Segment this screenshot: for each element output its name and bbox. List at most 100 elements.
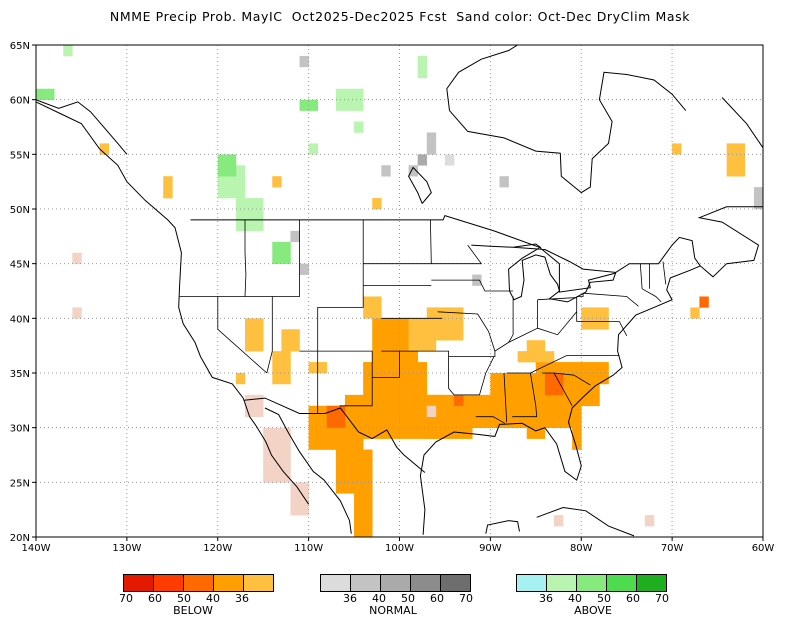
- prob-cell: [454, 416, 464, 428]
- prob-cell: [526, 383, 537, 396]
- state-border: [530, 355, 620, 374]
- prob-cell: [381, 394, 391, 407]
- prob-cell: [508, 416, 518, 428]
- prob-cell: [390, 329, 400, 341]
- lat-tick-label: 60N: [10, 96, 30, 107]
- prob-cell: [572, 394, 582, 407]
- prob-cell: [363, 515, 373, 527]
- prob-cell: [454, 329, 464, 341]
- prob-cell: [290, 504, 300, 516]
- prob-cell: [499, 383, 509, 396]
- state-border: [475, 416, 506, 424]
- prob-cell: [363, 449, 373, 461]
- prob-cell: [263, 460, 273, 472]
- prob-cell: [63, 45, 73, 57]
- coastline: [449, 71, 687, 194]
- prob-cell: [599, 362, 609, 374]
- prob-cell: [281, 460, 291, 472]
- prob-cell: [245, 394, 255, 407]
- prob-cell: [344, 394, 355, 407]
- state-border: [381, 350, 455, 396]
- prob-cell: [281, 340, 291, 352]
- prob-cell: [572, 427, 582, 439]
- prob-cell: [372, 198, 382, 210]
- prob-cell: [372, 416, 382, 428]
- prob-cell: [490, 394, 500, 407]
- prob-cell: [363, 383, 373, 396]
- prob-cell: [354, 493, 364, 505]
- prob-cell: [99, 143, 109, 155]
- prob-cell: [226, 165, 237, 177]
- prob-cell: [490, 416, 500, 428]
- prob-cell: [299, 504, 309, 516]
- prob-cell: [572, 416, 582, 428]
- prob-cell: [390, 394, 400, 407]
- prob-cell: [472, 394, 482, 407]
- prob-cell: [72, 252, 82, 264]
- prob-cell: [508, 394, 518, 407]
- prob-cell: [444, 416, 455, 428]
- prob-cell: [599, 318, 609, 330]
- prob-cell: [572, 383, 582, 396]
- prob-cell: [417, 55, 428, 68]
- prob-cell: [408, 329, 418, 341]
- prob-cell: [226, 187, 237, 199]
- prob-cell: [553, 362, 564, 374]
- prob-cell: [535, 351, 546, 363]
- prob-cell: [444, 394, 455, 407]
- prob-cell: [672, 143, 682, 155]
- prob-cell: [363, 504, 373, 516]
- prob-cell: [426, 416, 437, 428]
- prob-cell: [517, 416, 528, 428]
- lon-tick-label: 110W: [294, 543, 323, 554]
- prob-cell: [381, 329, 391, 341]
- prob-cell: [344, 449, 355, 461]
- prob-cell: [381, 427, 391, 439]
- prob-cell: [372, 373, 382, 385]
- below-label-2: 50: [177, 592, 191, 605]
- prob-cell: [381, 340, 391, 352]
- prob-cell: [590, 394, 600, 407]
- above-label-3: 60: [626, 592, 640, 605]
- prob-cell: [553, 405, 564, 418]
- state-border: [244, 219, 247, 297]
- prob-cell: [254, 318, 264, 330]
- prob-cell: [581, 373, 591, 385]
- prob-cell: [735, 154, 746, 166]
- below-swatch-50: [184, 575, 214, 591]
- lon-tick-label: 60W: [752, 543, 775, 554]
- prob-cell: [517, 405, 528, 418]
- prob-cell: [290, 482, 300, 494]
- prob-cell: [317, 416, 328, 428]
- prob-cell: [417, 373, 428, 385]
- prob-cell: [308, 143, 319, 155]
- country-border: [36, 99, 128, 155]
- prob-cell: [544, 405, 555, 418]
- prob-cell: [399, 405, 409, 418]
- prob-cell: [245, 219, 255, 232]
- prob-cell: [354, 482, 364, 494]
- lon-tick-label: 80W: [570, 543, 593, 554]
- prob-cell: [408, 394, 418, 407]
- prob-cell: [417, 394, 428, 407]
- state-border: [217, 296, 268, 374]
- prob-cell: [463, 416, 473, 428]
- prob-cell: [444, 405, 455, 418]
- prob-cell: [563, 405, 573, 418]
- prob-cell: [490, 373, 500, 385]
- coastline: [536, 506, 635, 537]
- prob-cell: [335, 427, 346, 439]
- prob-cell: [726, 143, 737, 155]
- coastline: [408, 166, 432, 204]
- prob-cell: [335, 405, 346, 418]
- prob-cell: [335, 460, 346, 472]
- prob-cell: [381, 318, 391, 330]
- prob-cell: [417, 427, 428, 439]
- prob-cell: [535, 383, 546, 396]
- prob-cell: [563, 383, 573, 396]
- prob-cell: [426, 405, 437, 418]
- below-swatch-40: [214, 575, 244, 591]
- prob-cell: [245, 198, 255, 210]
- prob-cell: [272, 176, 282, 188]
- prob-cell: [372, 307, 382, 319]
